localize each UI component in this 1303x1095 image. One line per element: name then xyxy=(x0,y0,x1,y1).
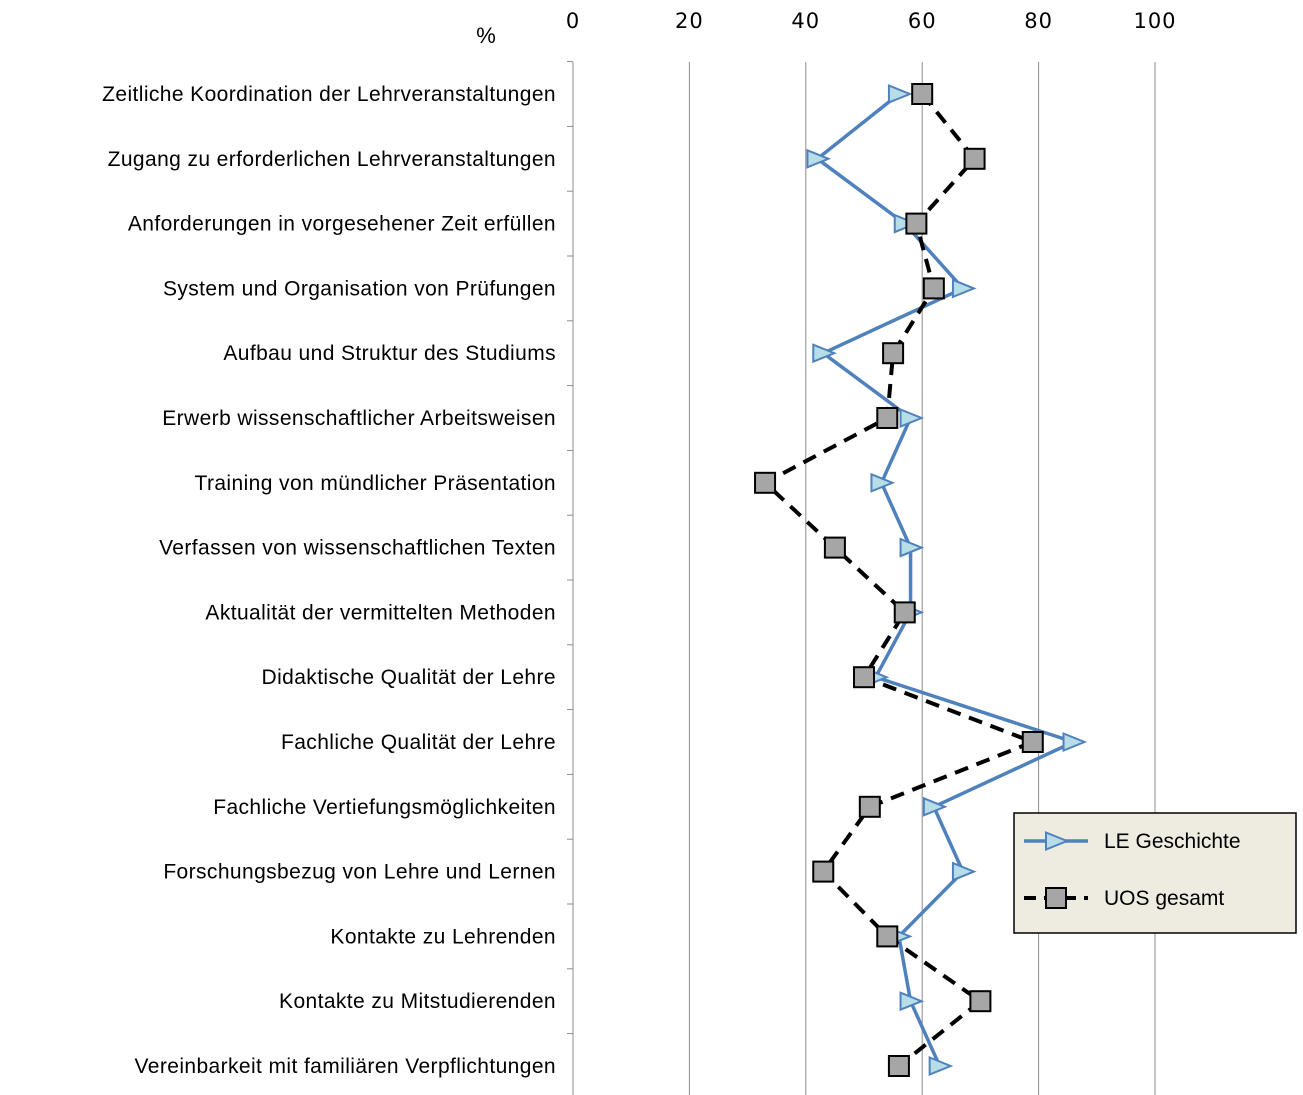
series-line xyxy=(763,92,1035,1068)
category-label: Kontakte zu Lehrenden xyxy=(330,925,556,948)
data-point xyxy=(893,601,916,624)
data-point xyxy=(928,1056,954,1076)
gridlines xyxy=(567,61,1156,1095)
data-point xyxy=(876,407,899,429)
category-label: Zugang zu erforderlichen Lehrveranstaltu… xyxy=(108,148,556,171)
data-point xyxy=(853,666,875,689)
data-point xyxy=(899,408,925,428)
legend-triangle-marker xyxy=(1045,831,1070,851)
x-tick-label: 100 xyxy=(1133,9,1176,33)
legend-box xyxy=(1013,812,1297,934)
category-label: Didaktische Qualität der Lehre xyxy=(262,666,557,689)
category-label: System und Organisation von Prüfungen xyxy=(163,277,556,300)
category-label: Verfassen von wissenschaftlichen Texten xyxy=(159,537,556,560)
data-point xyxy=(963,147,986,170)
x-tick-label: 80 xyxy=(1024,9,1053,33)
axis-unit-label: % xyxy=(476,23,496,48)
series-line xyxy=(815,92,1076,1067)
legend-square-marker xyxy=(1045,887,1067,909)
category-label: Anforderungen in vorgesehener Zeit erfül… xyxy=(128,213,556,236)
x-tick-label: 20 xyxy=(675,9,704,33)
legend-label: LE Geschichte xyxy=(1104,830,1241,853)
category-label: Erwerb wissenschaftlicher Arbeitsweisen xyxy=(162,407,556,430)
category-label: Aktualität der vermittelten Methoden xyxy=(205,601,556,624)
category-label: Fachliche Vertiefungsmöglichkeiten xyxy=(213,796,556,819)
data-point xyxy=(887,1055,910,1077)
x-tick-label: 40 xyxy=(791,9,820,33)
data-point xyxy=(899,991,925,1012)
data-point xyxy=(870,472,896,493)
category-label: Fachliche Qualität der Lehre xyxy=(281,731,556,754)
data-point xyxy=(882,342,905,365)
data-point xyxy=(806,148,832,169)
category-label: Forschungsbezug von Lehre und Lernen xyxy=(163,861,556,884)
category-label: Kontakte zu Mitstudierenden xyxy=(279,990,556,1013)
data-point xyxy=(893,213,919,234)
x-tick-label: 0 xyxy=(566,9,580,33)
data-point xyxy=(876,925,899,948)
data-point xyxy=(922,277,945,300)
data-point xyxy=(887,84,913,104)
data-point xyxy=(754,471,777,494)
category-label: Vereinbarkeit mit familiären Verpflichtu… xyxy=(135,1055,556,1078)
category-label: Aufbau und Struktur des Studiums xyxy=(223,342,556,365)
x-tick-labels: 0 20 40 60 80 100 xyxy=(566,9,1176,33)
x-tick-label: 60 xyxy=(908,9,937,33)
data-point xyxy=(899,537,925,558)
data-point xyxy=(951,861,977,882)
series-markers xyxy=(754,83,1088,1077)
category-label: Training von mündlicher Präsentation xyxy=(195,472,556,495)
data-point xyxy=(823,536,846,559)
data-point xyxy=(1021,731,1044,753)
category-label: Zeitliche Koordination der Lehrveranstal… xyxy=(102,83,556,106)
legend-label: UOS gesamt xyxy=(1104,887,1224,910)
legend: LE Geschichte UOS gesamt xyxy=(1013,812,1297,934)
series-lines xyxy=(763,92,1076,1068)
data-point xyxy=(905,212,928,235)
data-point xyxy=(911,83,934,105)
data-point xyxy=(1062,732,1088,752)
data-point xyxy=(922,796,948,817)
data-point xyxy=(858,795,881,818)
data-point xyxy=(951,278,977,299)
category-labels: Zeitliche Koordination der Lehrveranstal… xyxy=(102,83,557,1078)
data-point xyxy=(812,860,835,883)
data-point xyxy=(812,343,837,364)
data-point xyxy=(969,990,992,1013)
